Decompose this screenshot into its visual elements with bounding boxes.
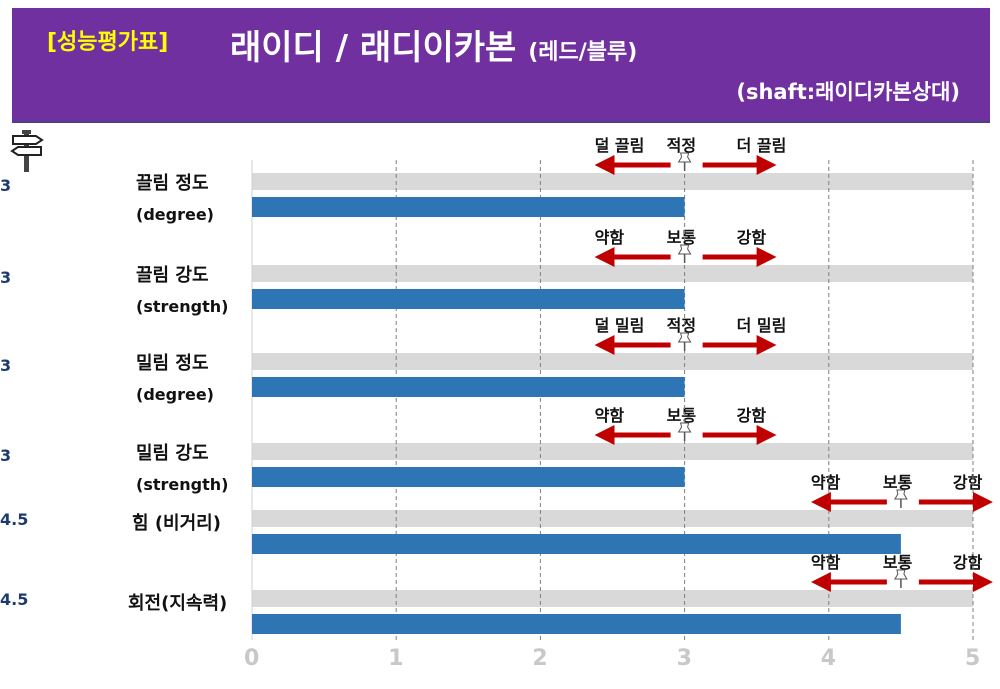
x-tick-label: 4 [820,646,837,671]
signpost-icon [10,130,44,172]
annotation-mid: 보통 [666,228,697,247]
evaluation-tag: [성능평가표] [47,30,169,55]
annotation-mid: 적정 [666,136,697,155]
track-bar [252,173,973,190]
pushpin-icon [677,152,692,171]
track-bar [252,590,973,607]
value-bar [252,534,901,554]
annotation-mid: 적정 [666,316,697,335]
annotation-mid: 보통 [666,406,697,425]
annotation-right: 더 끌림 [736,136,787,155]
x-tick-label: 5 [965,646,981,671]
annotation-left: 약함 [810,473,841,492]
x-tick-label: 0 [244,646,260,671]
pushpin-icon [894,569,908,588]
value-bar [252,377,685,397]
x-tick-label: 3 [676,646,692,671]
row-score: 3 [0,268,12,287]
row-label: 힘 (비거리) [132,513,221,534]
x-tick-label: 2 [532,646,548,671]
row-sublabel: (strength) [136,475,229,494]
row-label: 밀림 강도 [136,443,209,464]
annotation-right: 더 밀림 [736,316,787,335]
annotation-left: 약함 [594,228,625,247]
pushpin-icon [677,422,692,441]
track-bar [252,443,973,460]
annotation-left: 덜 끌림 [594,136,645,155]
value-bar [252,289,685,309]
annotation-right: 강함 [736,406,767,425]
annotation-right: 강함 [952,553,983,572]
annotation-right: 강함 [736,228,767,247]
annotation-left: 덜 밀림 [594,316,645,335]
row-label: 끌림 정도 [136,173,209,194]
shaft-subtitle: (shaft:래이디카본상대) [736,80,960,104]
row-score: 4.5 [0,590,29,609]
value-bar [252,467,685,487]
x-tick-label: 1 [388,646,404,671]
pushpin-icon [894,489,908,508]
title-main: 래이디 / 래디이카본 [230,28,517,68]
row-score: 3 [0,176,12,195]
annotation-mid: 보통 [882,473,913,492]
row-sublabel: (strength) [136,297,229,316]
pushpin-icon [677,332,692,351]
row-sublabel: (degree) [136,385,214,404]
value-bar [252,614,901,634]
annotation-left: 약함 [810,553,841,572]
row-sublabel: (degree) [136,205,214,224]
page-title: 래이디 / 래디이카본 (레드/블루) [230,20,637,69]
track-bar [252,510,973,527]
header-banner: [성능평가표] 래이디 / 래디이카본 (레드/블루) (shaft:래이디카본… [12,8,990,123]
annotation-left: 약함 [594,406,625,425]
row-score: 4.5 [0,510,29,529]
annotation-right: 강함 [952,473,983,492]
row-label: 회전(지속력) [128,593,228,614]
annotation-mid: 보통 [882,553,913,572]
row-score: 3 [0,446,12,465]
row-label: 밀림 정도 [136,353,209,374]
row-score: 3 [0,356,12,375]
track-bar [252,265,973,282]
title-sub: (레드/블루) [528,40,638,65]
track-bar [252,353,973,370]
pushpin-icon [677,244,692,263]
value-bar [252,197,685,217]
row-label: 끌림 강도 [136,265,209,286]
